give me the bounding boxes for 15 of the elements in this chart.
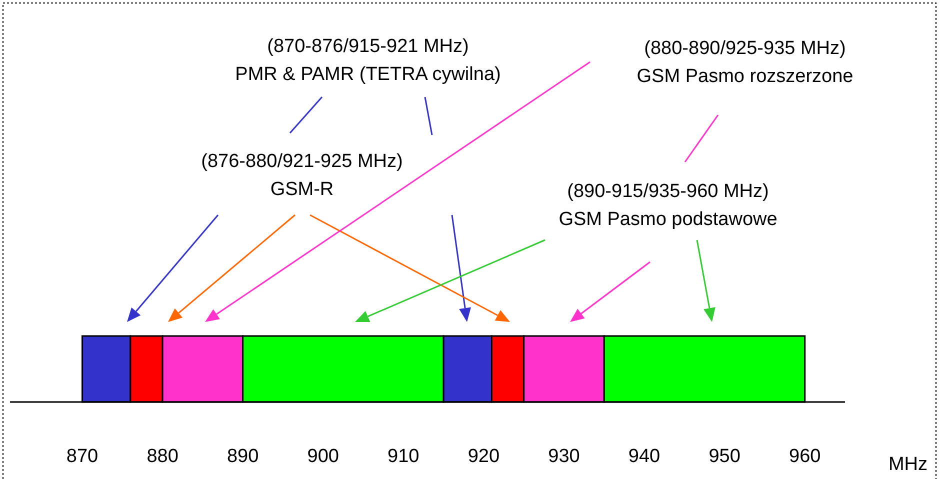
x-tick-label: 900 — [307, 446, 339, 467]
x-tick-label: 950 — [708, 446, 740, 467]
x-tick-label: 960 — [789, 446, 821, 467]
text: (880-890/925-935 MHz) GSM Pasmo rozszerzone — [636, 38, 854, 87]
x-tick-label: 910 — [388, 446, 420, 467]
x-tick-label: 880 — [146, 446, 178, 467]
text: (870-876/915-921 MHz) PMR & PAMR (TETRA cywilna) — [235, 36, 501, 85]
x-tick-label: 940 — [628, 446, 660, 467]
x-tick-label: 920 — [468, 446, 500, 467]
x-axis-title: MHz — [888, 454, 928, 475]
text: (890-915/935-960 MHz) GSM Pasmo podstawowe — [558, 181, 778, 230]
text: (876-880/921-925 MHz) GSM-R — [201, 151, 403, 200]
x-tick-label: 930 — [548, 446, 580, 467]
x-tick-label: 890 — [226, 446, 259, 467]
x-tick-label: 870 — [66, 446, 98, 467]
